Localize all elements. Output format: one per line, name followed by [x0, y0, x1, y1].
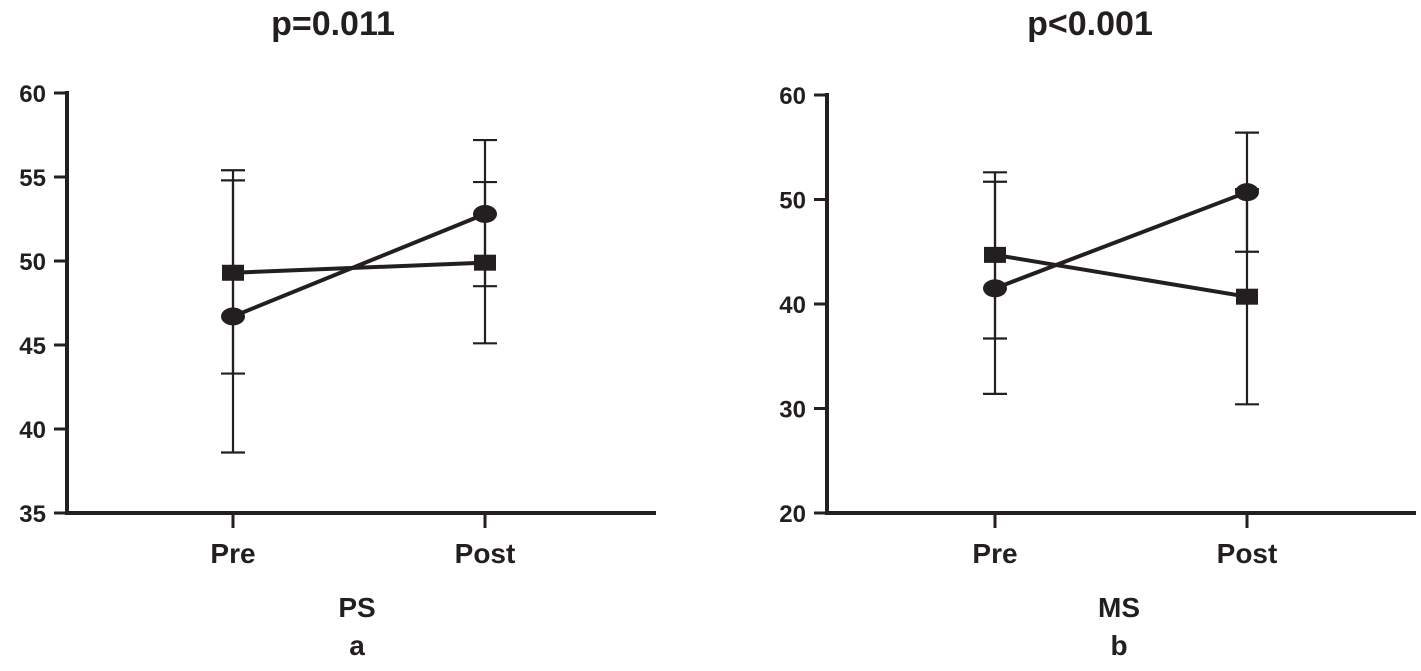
panel-b-y-ticks: 20 30 40 50 60	[779, 83, 827, 528]
series-line	[232, 212, 486, 319]
y-tick-label: 45	[19, 333, 46, 360]
data-point-square	[222, 264, 244, 281]
panel-a-x-axis-title: PS	[338, 592, 375, 623]
y-tick-label: 60	[19, 81, 46, 108]
series-square	[983, 171, 1259, 406]
panel-a: p=0.011 35 40 45 50 55 60 Pre Post PS a	[19, 5, 656, 661]
panel-a-x-ticks: Pre Post	[210, 513, 515, 569]
panel-b-label: b	[1110, 630, 1127, 661]
panel-b: p<0.001 20 30 40 50 60 Pre Post MS b	[779, 5, 1416, 661]
x-tick-label: Post	[455, 538, 516, 569]
series-square	[221, 169, 497, 375]
data-point-square	[474, 254, 496, 271]
panel-b-x-axis-title: MS	[1098, 592, 1140, 623]
series-line	[994, 190, 1248, 291]
y-tick-label: 40	[19, 417, 46, 444]
series-circle	[983, 131, 1259, 395]
y-tick-label: 60	[779, 83, 806, 110]
x-tick-label: Pre	[210, 538, 255, 569]
x-tick-label: Post	[1217, 538, 1278, 569]
series-line	[994, 252, 1248, 299]
panel-a-title: p=0.011	[271, 5, 395, 43]
panel-a-label: a	[349, 630, 365, 661]
data-point-square	[984, 246, 1006, 263]
x-tick-label: Pre	[972, 538, 1017, 569]
panel-b-x-ticks: Pre Post	[972, 513, 1277, 569]
y-tick-label: 50	[779, 188, 806, 215]
panel-b-series	[983, 131, 1259, 406]
y-tick-label: 55	[19, 165, 46, 192]
y-tick-label: 30	[779, 397, 806, 424]
panel-a-series	[221, 138, 497, 454]
y-tick-label: 35	[19, 501, 46, 528]
series-circle	[221, 138, 497, 454]
panel-a-y-ticks: 35 40 45 50 55 60	[19, 81, 67, 528]
data-point-square	[1236, 288, 1258, 305]
series-line	[232, 260, 486, 275]
y-tick-label: 40	[779, 292, 806, 319]
y-tick-label: 20	[779, 501, 806, 528]
y-tick-label: 50	[19, 249, 46, 276]
panel-b-title: p<0.001	[1027, 5, 1153, 43]
